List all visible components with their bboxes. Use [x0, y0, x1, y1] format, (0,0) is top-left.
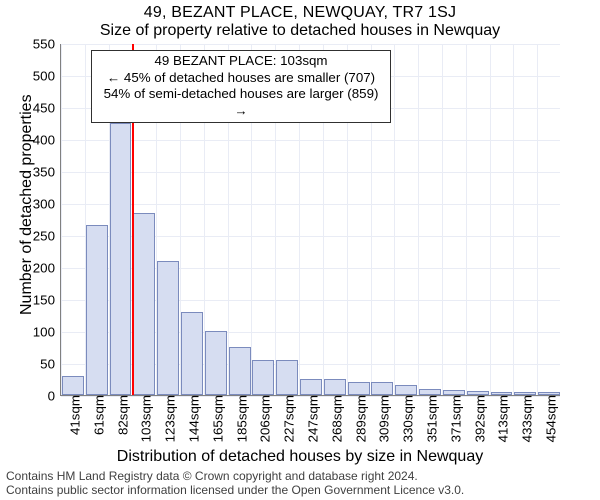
y-tick-label: 500 — [33, 69, 61, 84]
x-tick-label: 268sqm — [325, 395, 344, 442]
histogram-bar — [300, 379, 322, 395]
histogram-bar — [86, 225, 108, 395]
y-axis-label: Number of detached properties — [18, 94, 36, 315]
gridline-v — [537, 44, 538, 395]
y-tick-label: 200 — [33, 261, 61, 276]
y-tick-label: 400 — [33, 133, 61, 148]
x-tick-label: 454sqm — [540, 395, 559, 442]
annotation-line: 49 BEZANT PLACE: 103sqm — [98, 53, 384, 70]
y-tick-label: 250 — [33, 229, 61, 244]
y-tick-label: 300 — [33, 197, 61, 212]
x-tick-label: 144sqm — [182, 395, 201, 442]
histogram-bar — [133, 213, 155, 395]
chart-plot-area: 05010015020025030035040045050055041sqm61… — [60, 44, 560, 396]
x-tick-label: 61sqm — [87, 395, 106, 435]
histogram-bar — [181, 312, 203, 395]
chart-title: Size of property relative to detached ho… — [0, 22, 600, 40]
x-tick-label: 392sqm — [468, 395, 487, 442]
histogram-bar — [348, 382, 370, 395]
histogram-bar — [62, 376, 84, 395]
gridline-v — [466, 44, 467, 395]
gridline-v — [394, 44, 395, 395]
annotation-line: ← 45% of detached houses are smaller (70… — [98, 70, 384, 87]
gridline-v — [442, 44, 443, 395]
x-tick-label: 371sqm — [444, 395, 463, 442]
x-tick-label: 185sqm — [230, 395, 249, 442]
histogram-bar — [110, 123, 132, 395]
histogram-bar — [252, 360, 274, 395]
footer-attribution: Contains HM Land Registry data © Crown c… — [6, 470, 594, 498]
annotation-box: 49 BEZANT PLACE: 103sqm ← 45% of detache… — [91, 50, 391, 123]
x-tick-label: 82sqm — [111, 395, 130, 435]
annotation-line: 54% of semi-detached houses are larger (… — [98, 86, 384, 119]
x-axis-label: Distribution of detached houses by size … — [0, 448, 600, 466]
x-tick-label: 165sqm — [206, 395, 225, 442]
histogram-bar — [371, 382, 393, 395]
gridline-v — [513, 44, 514, 395]
x-tick-label: 41sqm — [63, 395, 82, 435]
histogram-bar — [395, 385, 417, 395]
x-tick-label: 206sqm — [254, 395, 273, 442]
footer-line: Contains public sector information licen… — [6, 484, 594, 498]
x-tick-label: 330sqm — [397, 395, 416, 442]
gridline-h — [61, 140, 560, 141]
gridline-h — [61, 204, 560, 205]
footer-line: Contains HM Land Registry data © Crown c… — [6, 470, 594, 484]
y-tick-label: 550 — [33, 37, 61, 52]
x-tick-label: 247sqm — [302, 395, 321, 442]
y-tick-label: 350 — [33, 165, 61, 180]
gridline-v — [418, 44, 419, 395]
y-tick-label: 0 — [48, 389, 61, 404]
histogram-bar — [324, 379, 346, 395]
y-tick-label: 150 — [33, 293, 61, 308]
gridline-h — [61, 44, 560, 45]
histogram-bar — [276, 360, 298, 395]
gridline-v — [61, 44, 62, 395]
x-tick-label: 103sqm — [135, 395, 154, 442]
x-tick-label: 309sqm — [373, 395, 392, 442]
histogram-bar — [229, 347, 251, 395]
x-tick-label: 123sqm — [159, 395, 178, 442]
x-tick-label: 433sqm — [516, 395, 535, 442]
x-tick-label: 289sqm — [349, 395, 368, 442]
histogram-bar — [157, 261, 179, 395]
y-tick-label: 450 — [33, 101, 61, 116]
x-tick-label: 351sqm — [421, 395, 440, 442]
y-tick-label: 100 — [33, 325, 61, 340]
gridline-v — [490, 44, 491, 395]
page-supertitle: 49, BEZANT PLACE, NEWQUAY, TR7 1SJ — [0, 4, 600, 22]
x-tick-label: 227sqm — [278, 395, 297, 442]
histogram-bar — [205, 331, 227, 395]
y-tick-label: 50 — [40, 357, 61, 372]
x-tick-label: 413sqm — [492, 395, 511, 442]
gridline-h — [61, 172, 560, 173]
